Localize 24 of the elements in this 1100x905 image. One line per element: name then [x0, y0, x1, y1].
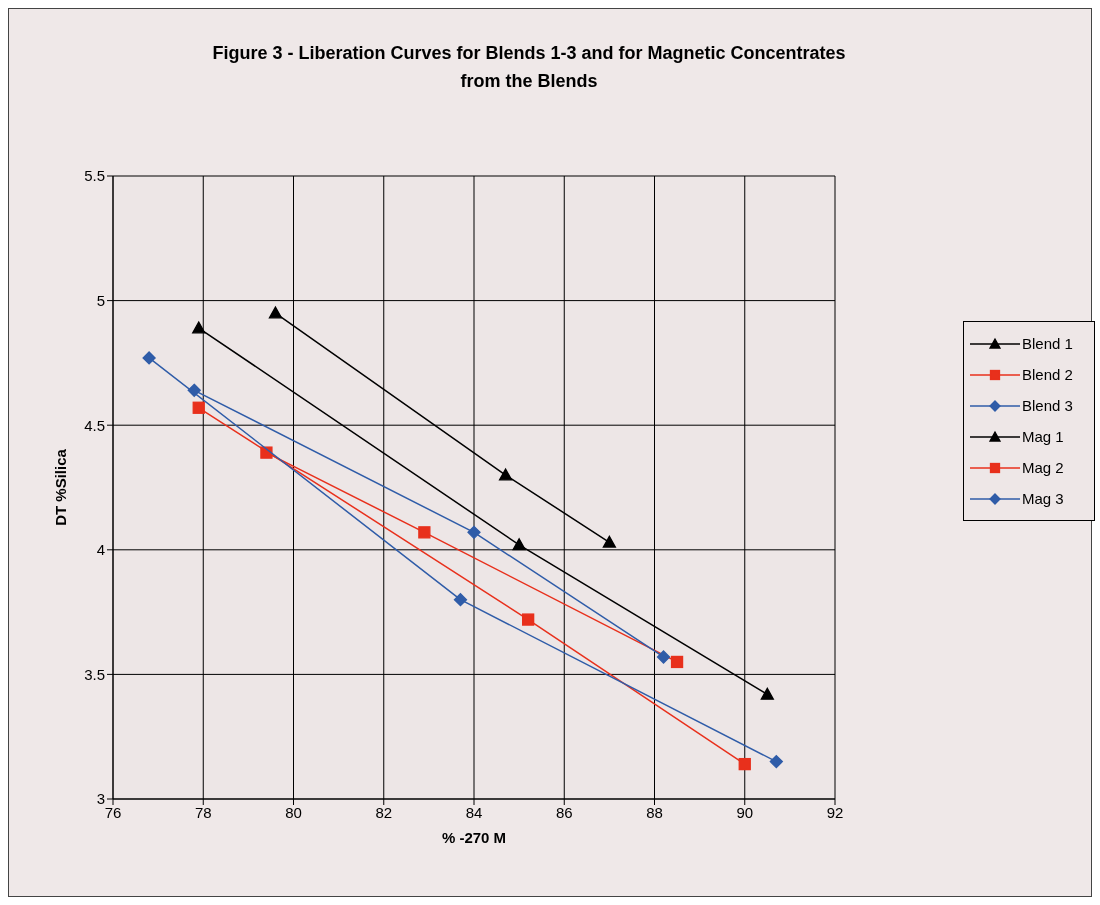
legend-label: Blend 1: [1022, 335, 1073, 352]
legend-label: Blend 2: [1022, 366, 1073, 383]
x-tick-label: 76: [104, 803, 122, 821]
chart-title: Figure 3 - Liberation Curves for Blends 1-3 and for Magnetic Concentrates from the Blends: [211, 42, 847, 93]
y-tick-label: 3.5: [84, 665, 105, 683]
x-tick-label: 88: [646, 803, 663, 821]
x-tick-label: 78: [194, 803, 212, 821]
x-tick-label: 90: [736, 803, 754, 821]
x-axis-title: % -270 M: [441, 829, 507, 846]
legend-label: Mag 3: [1022, 490, 1064, 507]
legend-label: Mag 1: [1022, 428, 1064, 445]
x-tick-label: 84: [465, 803, 483, 821]
y-tick-label: 4: [96, 541, 105, 559]
y-tick-label: 4.5: [84, 416, 105, 434]
x-tick-label: 86: [555, 803, 573, 821]
x-tick-label: 82: [375, 803, 393, 821]
y-tick-label: 5.5: [84, 167, 105, 185]
legend-label: Blend 3: [1022, 397, 1073, 414]
y-tick-label: 3: [96, 790, 105, 808]
x-tick-label: 92: [826, 803, 844, 821]
y-axis-title: DT %Silica: [52, 448, 70, 526]
y-tick-label: 5: [96, 291, 105, 309]
x-tick-label: 80: [285, 803, 302, 821]
legend-label: Mag 2: [1022, 459, 1064, 476]
